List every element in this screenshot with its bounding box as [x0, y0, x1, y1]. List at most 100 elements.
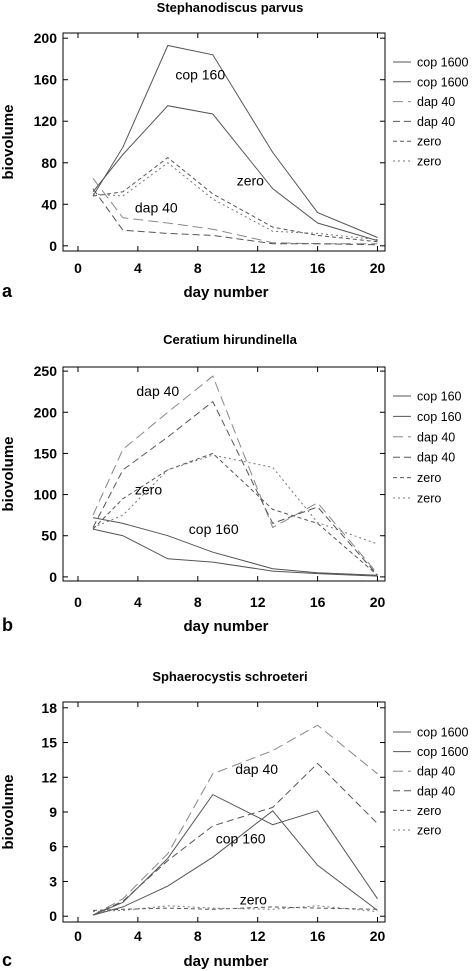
series-annotation: cop 160	[189, 521, 239, 537]
legend-label: dap 40	[417, 451, 455, 465]
series-line-1	[92, 528, 378, 577]
legend-label: cop 1600	[417, 745, 468, 759]
x-tick-label: 4	[134, 260, 142, 276]
y-tick-label: 200	[34, 404, 58, 420]
legend-label: cop 160	[417, 390, 462, 404]
series-annotation: dap 40	[235, 761, 278, 777]
x-tick-label: 16	[310, 594, 326, 610]
y-tick-label: 6	[49, 839, 57, 855]
y-tick-label: 100	[34, 487, 58, 503]
series-line-1	[92, 44, 378, 238]
y-tick-label: 0	[49, 908, 57, 924]
x-tick-label: 4	[134, 928, 142, 944]
series-line-6	[92, 454, 378, 545]
legend-label: cop 1600	[417, 75, 468, 89]
legend-label: zero	[417, 471, 441, 485]
series-line-3	[92, 375, 378, 574]
series-line-6	[92, 905, 378, 913]
panel-label: a	[2, 281, 13, 301]
x-tick-label: 16	[310, 260, 326, 276]
legend-label: cop 160	[417, 410, 462, 424]
series-line-5	[92, 452, 378, 576]
x-tick-label: 8	[194, 594, 202, 610]
legend-label: cop 1600	[417, 726, 468, 740]
series-line-4	[92, 188, 378, 246]
y-axis-label: biovolume	[0, 104, 17, 179]
chart-panel-b: Ceratium hirundinella 0 4 8 12 16 200 50 100 150 2…	[0, 332, 462, 635]
chart-title: Stephanodiscus parvus	[157, 0, 304, 15]
x-tick-label: 16	[310, 928, 326, 944]
panel-label: c	[2, 950, 12, 970]
y-axis-label: biovolume	[0, 774, 17, 849]
legend-label: zero	[417, 135, 441, 149]
legend-label: zero	[417, 155, 441, 169]
series-line-3	[92, 724, 378, 916]
legend-label: cop 1600	[417, 56, 468, 70]
series-line-5	[92, 156, 378, 243]
chart-panel-c: Sphaerocystis schroeteri 0 4 8 12 16 20 0 3 6 9 12 1…	[0, 669, 468, 970]
chart-title: Sphaerocystis schroeteri	[152, 669, 307, 684]
legend-label: dap 40	[417, 95, 455, 109]
legend: cop 1600 cop 1600 dap 40 dap 40 zero zero	[393, 56, 468, 169]
x-tick-label: 0	[74, 594, 82, 610]
y-tick-label: 0	[49, 238, 57, 254]
series-line-4	[92, 762, 378, 916]
series-line-2	[92, 517, 378, 576]
y-tick-label: 15	[41, 735, 57, 751]
legend-label: dap 40	[417, 115, 455, 129]
series-annotation: zero	[240, 892, 267, 908]
plot-frame	[62, 701, 386, 923]
x-tick-label: 20	[370, 260, 386, 276]
x-tick-label: 12	[250, 594, 266, 610]
x-tick-label: 20	[370, 594, 386, 610]
x-tick-label: 12	[250, 260, 266, 276]
series-line-2	[92, 105, 378, 242]
y-tick-label: 40	[41, 196, 57, 212]
series-line-5	[92, 906, 378, 911]
y-tick-label: 18	[41, 700, 57, 716]
y-tick-label: 200	[34, 30, 58, 46]
chart-panel-a: Stephanodiscus parvus 0 4 8 12 16 200 40 80 120 16…	[0, 0, 468, 301]
panel-label: b	[2, 615, 13, 635]
legend-label: dap 40	[417, 765, 455, 779]
x-tick-label: 0	[74, 928, 82, 944]
legend: cop 160 cop 160 dap 40 dap 40 zero zero	[393, 390, 462, 506]
legend: cop 1600 cop 1600 dap 40 dap 40 zero zero	[393, 726, 468, 838]
legend-label: zero	[417, 492, 441, 506]
series-annotation: zero	[135, 482, 162, 498]
series-line-4	[92, 400, 378, 576]
y-tick-label: 80	[41, 155, 57, 171]
legend-label: dap 40	[417, 784, 455, 798]
y-tick-label: 50	[41, 528, 57, 544]
series-line-6	[92, 162, 378, 241]
series-annotation: cop 160	[216, 830, 266, 846]
x-axis-label: day number	[183, 953, 268, 970]
y-tick-label: 3	[49, 873, 57, 889]
x-axis-label: day number	[183, 284, 268, 301]
x-tick-label: 8	[194, 260, 202, 276]
legend-label: dap 40	[417, 430, 455, 444]
y-tick-label: 12	[41, 769, 57, 785]
y-axis-label: biovolume	[0, 436, 17, 511]
series-line-2	[92, 793, 378, 916]
y-tick-label: 120	[34, 113, 58, 129]
y-tick-label: 150	[34, 445, 58, 461]
plot-frame	[62, 366, 386, 582]
x-axis-label: day number	[183, 618, 268, 635]
legend-label: zero	[417, 824, 441, 838]
y-tick-label: 9	[49, 804, 57, 820]
series-annotation: dap 40	[136, 383, 179, 399]
plot-frame	[62, 32, 386, 252]
series-annotation: dap 40	[135, 200, 178, 216]
y-tick-label: 160	[34, 72, 58, 88]
legend-label: zero	[417, 804, 441, 818]
x-tick-label: 8	[194, 928, 202, 944]
y-tick-label: 250	[34, 363, 58, 379]
x-tick-label: 20	[370, 928, 386, 944]
x-tick-label: 4	[134, 594, 142, 610]
series-annotation: cop 160	[175, 67, 225, 83]
chart-title: Ceratium hirundinella	[163, 332, 297, 347]
series-line-1	[92, 810, 378, 916]
x-tick-label: 12	[250, 928, 266, 944]
